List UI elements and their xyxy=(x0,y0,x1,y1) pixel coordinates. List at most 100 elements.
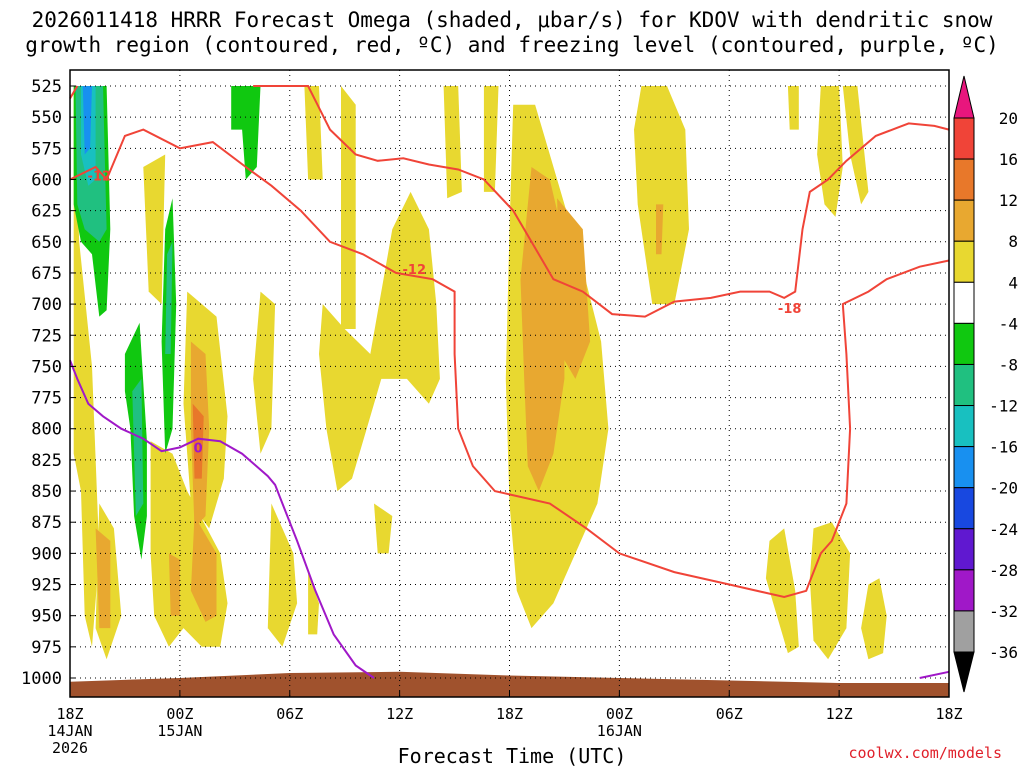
colorbar-swatch-9 xyxy=(953,487,975,530)
omega-region-17 xyxy=(443,86,462,199)
y-tick-label-1: 550 xyxy=(31,108,62,128)
omega-region-22 xyxy=(634,86,689,305)
colorbar-label-12: -32 xyxy=(989,602,1018,621)
omega-region-10 xyxy=(253,291,276,454)
y-tick-label-8: 725 xyxy=(31,326,62,346)
colorbar-swatch-8 xyxy=(953,446,975,489)
freezing-level-line-tail xyxy=(919,670,950,679)
y-tick-label-15: 900 xyxy=(31,544,62,564)
y-tick-label-13: 850 xyxy=(31,482,62,502)
omega-region-24 xyxy=(787,86,799,130)
y-tick-label-10: 775 xyxy=(31,389,62,409)
omega-region-6 xyxy=(168,553,180,616)
x-axis-title: Forecast Time (UTC) xyxy=(397,744,627,768)
colorbar-label-7: -12 xyxy=(989,397,1018,416)
colorbar-swatch-12 xyxy=(953,610,975,653)
colorbar-label-10: -24 xyxy=(989,520,1018,539)
colorbar-label-9: -20 xyxy=(989,479,1018,498)
x-tick-date-0: 14JAN xyxy=(47,722,92,740)
isotherm-line-1 xyxy=(253,85,950,318)
y-tick-label-9: 750 xyxy=(31,357,62,377)
omega-region-29 xyxy=(861,578,887,660)
omega-region-38 xyxy=(231,86,261,180)
colorbar-swatch-4 xyxy=(953,281,975,324)
colorbar-swatch-3 xyxy=(953,240,975,283)
y-tick-label-11: 800 xyxy=(31,420,62,440)
isotherm-label-minus18: -18 xyxy=(778,302,802,317)
omega-region-18 xyxy=(483,86,499,192)
colorbar: 20 16 12 8 4 -4 -8 -12 -16 -20 -24 -28 -32 -36 xyxy=(953,75,1018,693)
colorbar-swatch-7 xyxy=(953,405,975,448)
colorbar-label-1: 16 xyxy=(999,150,1018,169)
y-tick-label-14: 875 xyxy=(31,513,62,533)
colorbar-label-0: 20 xyxy=(999,109,1018,128)
omega-region-0 xyxy=(73,86,100,647)
omega-region-2 xyxy=(95,528,111,629)
colorbar-swatch-11 xyxy=(953,569,975,612)
omega-region-3 xyxy=(143,154,166,305)
y-tick-label-16: 925 xyxy=(31,576,62,596)
colorbar-label-5: -4 xyxy=(999,314,1018,333)
contour-labels: -12 -12 -18 0 xyxy=(88,170,802,457)
omega-region-23 xyxy=(656,204,664,255)
x-tick-label-2: 06Z xyxy=(276,705,303,723)
colorbar-swatch-5 xyxy=(953,322,975,365)
colorbar-label-4: 4 xyxy=(1008,273,1018,292)
omega-region-25 xyxy=(817,86,843,217)
y-tick-label-4: 625 xyxy=(31,202,62,222)
axes: 525 550 575 600 625 650 675 700 725 750 775 800 825 8… xyxy=(21,77,963,757)
y-tick-label-0: 525 xyxy=(31,77,62,97)
y-tick-label-6: 675 xyxy=(31,264,62,284)
colorbar-top-arrow xyxy=(953,75,975,119)
omega-region-20 xyxy=(520,167,565,492)
colorbar-label-11: -28 xyxy=(989,561,1018,580)
y-tick-label-17: 950 xyxy=(31,607,62,627)
y-tick-label-2: 575 xyxy=(31,139,62,159)
omega-region-35 xyxy=(132,378,144,516)
omega-region-37 xyxy=(165,241,173,354)
omega-region-33 xyxy=(82,86,92,155)
chart-title-line2: growth region (contoured, red, ºC) and f… xyxy=(25,33,999,57)
colorbar-swatch-1 xyxy=(953,158,975,201)
colorbar-swatch-6 xyxy=(953,363,975,407)
x-tick-label-0: 18Z xyxy=(56,705,83,723)
omega-region-27 xyxy=(765,528,799,654)
colorbar-bottom-arrow xyxy=(953,651,975,693)
x-tick-label-3: 12Z xyxy=(386,705,413,723)
omega-shading xyxy=(73,86,887,660)
y-tick-label-5: 650 xyxy=(31,233,62,253)
omega-region-26 xyxy=(842,86,869,205)
omega-region-13 xyxy=(304,86,323,180)
x-tick-label-4: 18Z xyxy=(496,705,523,723)
x-tick-label-1: 00Z xyxy=(166,705,193,723)
x-tick-label-7: 12Z xyxy=(826,705,853,723)
colorbar-swatch-2 xyxy=(953,199,975,242)
x-tick-label-5: 00Z xyxy=(606,705,633,723)
y-tick-label-7: 700 xyxy=(31,295,62,315)
chart-title-line1: 2026011418 HRRR Forecast Omega (shaded, … xyxy=(31,8,993,32)
colorbar-swatch-0 xyxy=(953,117,975,160)
omega-region-12 xyxy=(308,572,319,635)
colorbar-label-6: -8 xyxy=(999,355,1018,374)
site-credit: coolwx.com/models xyxy=(848,744,1002,762)
omega-region-5 xyxy=(190,516,217,622)
isotherm-line-0 xyxy=(69,128,950,599)
freezing-level-line xyxy=(69,359,375,679)
colorbar-label-3: 8 xyxy=(1008,232,1018,251)
y-tick-label-3: 600 xyxy=(31,170,62,190)
omega-region-14 xyxy=(341,86,356,329)
colorbar-label-2: 12 xyxy=(999,191,1018,210)
colorbar-label-13: -36 xyxy=(989,643,1018,662)
x-tick-date-1: 15JAN xyxy=(157,722,202,740)
isotherm-label-lower: -12 xyxy=(403,263,427,278)
y-tick-label-18: 975 xyxy=(31,638,62,658)
omega-region-15 xyxy=(319,191,440,492)
freezing-level-label: 0 xyxy=(194,441,203,456)
x-tick-date-5: 16JAN xyxy=(597,722,642,740)
x-tick-label-8: 18Z xyxy=(935,705,962,723)
isotherm-label-upper: -12 xyxy=(88,170,112,185)
y-tick-label-19: 1000 xyxy=(21,669,62,689)
isotherm-line-2 xyxy=(69,85,79,100)
contour-lines xyxy=(69,85,950,679)
x-tick-label-6: 06Z xyxy=(716,705,743,723)
